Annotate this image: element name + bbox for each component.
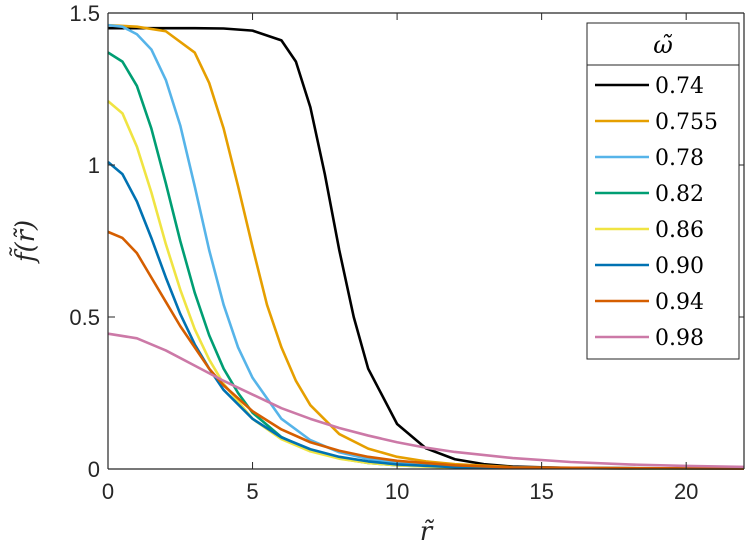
x-tick-label-3: 15 <box>529 479 553 504</box>
legend-label-5: 0.90 <box>655 254 704 279</box>
series-line-5 <box>107 160 745 470</box>
axes <box>107 12 745 470</box>
legend-label-3: 0.82 <box>655 182 704 207</box>
x-tick-label-2: 10 <box>385 479 409 504</box>
y-tick-label-1: 0.5 <box>69 305 100 330</box>
legend-label-0: 0.74 <box>655 74 704 99</box>
series-line-7 <box>107 332 745 469</box>
y-tick-label-2: 1 <box>88 153 100 178</box>
legend-label-6: 0.94 <box>655 290 704 315</box>
series-line-6 <box>107 230 745 470</box>
legend: ω̃ 0.74 0.755 0.78 0.82 0.86 0.90 0.94 0.98 <box>586 22 740 360</box>
legend-label-1: 0.755 <box>655 110 718 135</box>
x-tick-label-1: 5 <box>246 479 258 504</box>
x-tick-label-4: 20 <box>674 479 698 504</box>
legend-title: ω̃ <box>653 31 673 59</box>
legend-entries: 0.74 0.755 0.78 0.82 0.86 0.90 0.94 0.98 <box>595 74 718 351</box>
y-tick-label-3: 1.5 <box>69 1 100 26</box>
ticks <box>107 12 744 470</box>
legend-label-7: 0.98 <box>655 326 704 351</box>
tick-labels: 0 5 10 15 20 0 0.5 1 1.5 <box>69 1 698 504</box>
legend-box <box>586 22 740 360</box>
y-tick-label-0: 0 <box>88 457 100 482</box>
plot-lines <box>107 23 745 470</box>
y-axis-label: f̃(r̃) <box>9 220 41 264</box>
legend-label-4: 0.86 <box>655 218 704 243</box>
legend-label-2: 0.78 <box>655 146 704 171</box>
x-tick-label-0: 0 <box>102 479 114 504</box>
x-axis-label: r̃ <box>420 517 435 547</box>
